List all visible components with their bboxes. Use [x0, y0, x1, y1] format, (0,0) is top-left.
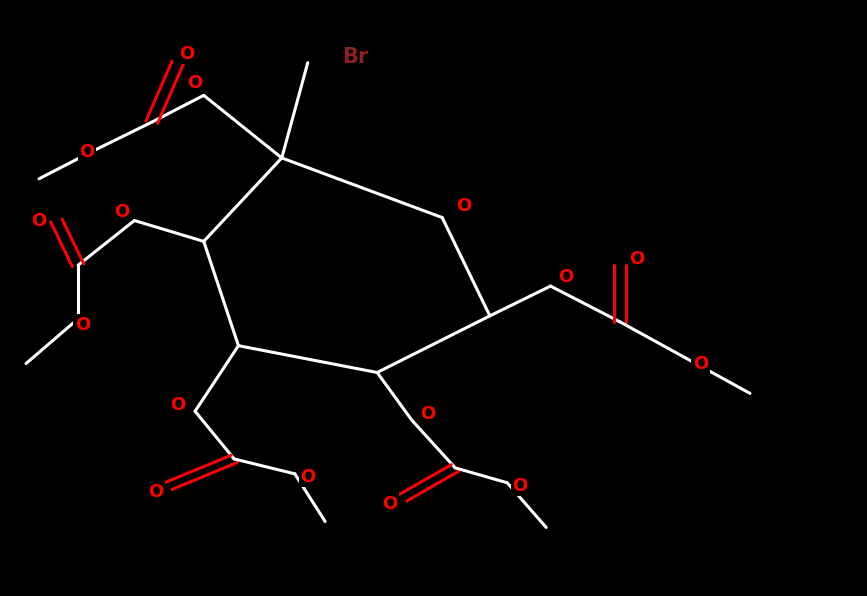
Text: O: O [31, 212, 47, 229]
Text: O: O [79, 143, 95, 161]
Text: O: O [187, 74, 203, 92]
Text: O: O [148, 483, 164, 501]
Text: O: O [693, 355, 708, 372]
Text: O: O [512, 477, 528, 495]
Text: O: O [179, 45, 194, 63]
Text: O: O [456, 197, 472, 215]
Text: O: O [420, 405, 435, 423]
Text: O: O [558, 268, 574, 286]
Text: Br: Br [342, 46, 368, 67]
Text: O: O [629, 250, 645, 268]
Text: O: O [382, 495, 398, 513]
Text: O: O [75, 316, 90, 334]
Text: O: O [114, 203, 129, 221]
Text: O: O [300, 468, 316, 486]
Text: O: O [170, 396, 186, 414]
